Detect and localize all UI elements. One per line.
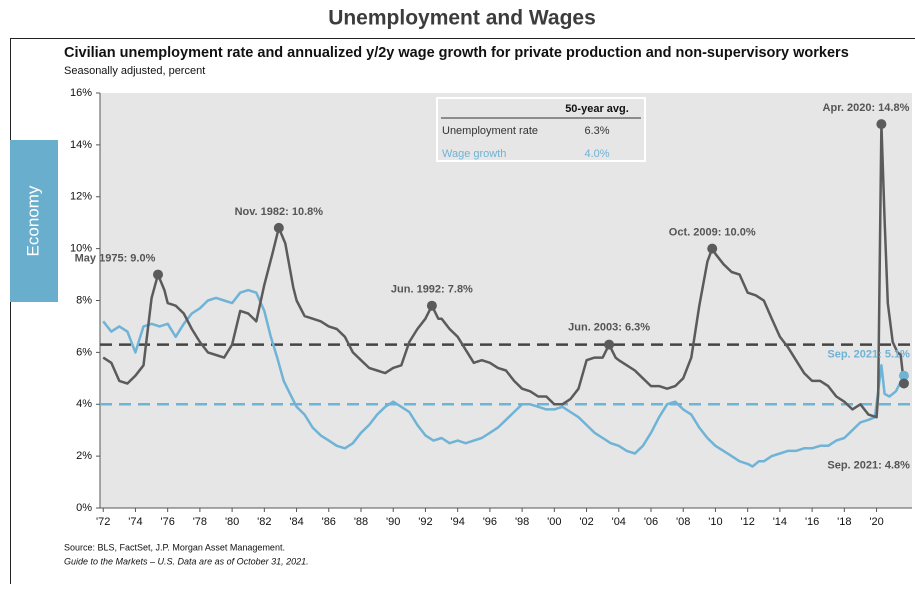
annotation-point <box>274 223 284 233</box>
side-tab-label: Economy <box>23 185 42 256</box>
x-tick-label: '20 <box>869 516 883 528</box>
annotation-point <box>604 340 614 350</box>
x-tick-label: '04 <box>612 516 626 528</box>
x-tick-label: '80 <box>225 516 239 528</box>
x-tick-label: '12 <box>740 516 754 528</box>
x-tick-label: '72 <box>96 516 110 528</box>
x-tick-label: '86 <box>322 516 336 528</box>
x-tick-label: '16 <box>805 516 819 528</box>
annotation-point <box>153 270 163 280</box>
legend-value: 4.0% <box>584 148 609 160</box>
y-tick-label: 6% <box>76 346 92 358</box>
annotation-point <box>427 301 437 311</box>
annotation-label: May 1975: 9.0% <box>75 252 156 264</box>
annotation-label: Nov. 1982: 10.8% <box>235 206 324 218</box>
x-tick-label: '18 <box>837 516 851 528</box>
legend-header: 50-year avg. <box>565 103 629 115</box>
y-tick-label: 14% <box>70 139 92 151</box>
x-tick-label: '02 <box>579 516 593 528</box>
source-note: Guide to the Markets – U.S. Data are as … <box>64 556 309 566</box>
source-note: Source: BLS, FactSet, J.P. Morgan Asset … <box>64 542 285 552</box>
annotation-label: Oct. 2009: 10.0% <box>669 227 756 239</box>
annotation-point <box>876 119 886 129</box>
y-tick-label: 0% <box>76 502 92 514</box>
x-tick-label: '08 <box>676 516 690 528</box>
y-tick-label: 8% <box>76 294 92 306</box>
annotation-point <box>707 244 717 254</box>
annotation-label: Jun. 1992: 7.8% <box>391 284 473 296</box>
x-tick-label: '82 <box>257 516 271 528</box>
y-tick-label: 4% <box>76 398 92 410</box>
chart-subtitle: Seasonally adjusted, percent <box>64 65 205 77</box>
annotation-label: Jun. 2003: 6.3% <box>568 322 650 334</box>
x-tick-label: '88 <box>354 516 368 528</box>
x-tick-label: '00 <box>547 516 561 528</box>
legend-label: Wage growth <box>442 148 506 160</box>
annotation-point <box>899 379 909 389</box>
x-tick-label: '96 <box>483 516 497 528</box>
y-tick-label: 16% <box>70 87 92 99</box>
annotation-label: Sep. 2021: 5.1% <box>827 349 910 361</box>
x-tick-label: '98 <box>515 516 529 528</box>
legend-value: 6.3% <box>584 125 609 137</box>
y-tick-label: 12% <box>70 191 92 203</box>
annotation-label: Apr. 2020: 14.8% <box>823 102 910 114</box>
x-tick-label: '94 <box>450 516 464 528</box>
x-tick-label: '10 <box>708 516 722 528</box>
legend-label: Unemployment rate <box>442 125 538 137</box>
x-tick-label: '90 <box>386 516 400 528</box>
annotation-label: Sep. 2021: 4.8% <box>827 459 910 471</box>
x-tick-label: '76 <box>160 516 174 528</box>
x-tick-label: '14 <box>773 516 787 528</box>
chart-title: Civilian unemployment rate and annualize… <box>64 45 849 61</box>
x-tick-label: '74 <box>128 516 142 528</box>
x-tick-label: '92 <box>418 516 432 528</box>
x-tick-label: '78 <box>193 516 207 528</box>
x-tick-label: '84 <box>289 516 303 528</box>
y-tick-label: 2% <box>76 450 92 462</box>
x-tick-label: '06 <box>644 516 658 528</box>
page-title: Unemployment and Wages <box>328 7 596 30</box>
